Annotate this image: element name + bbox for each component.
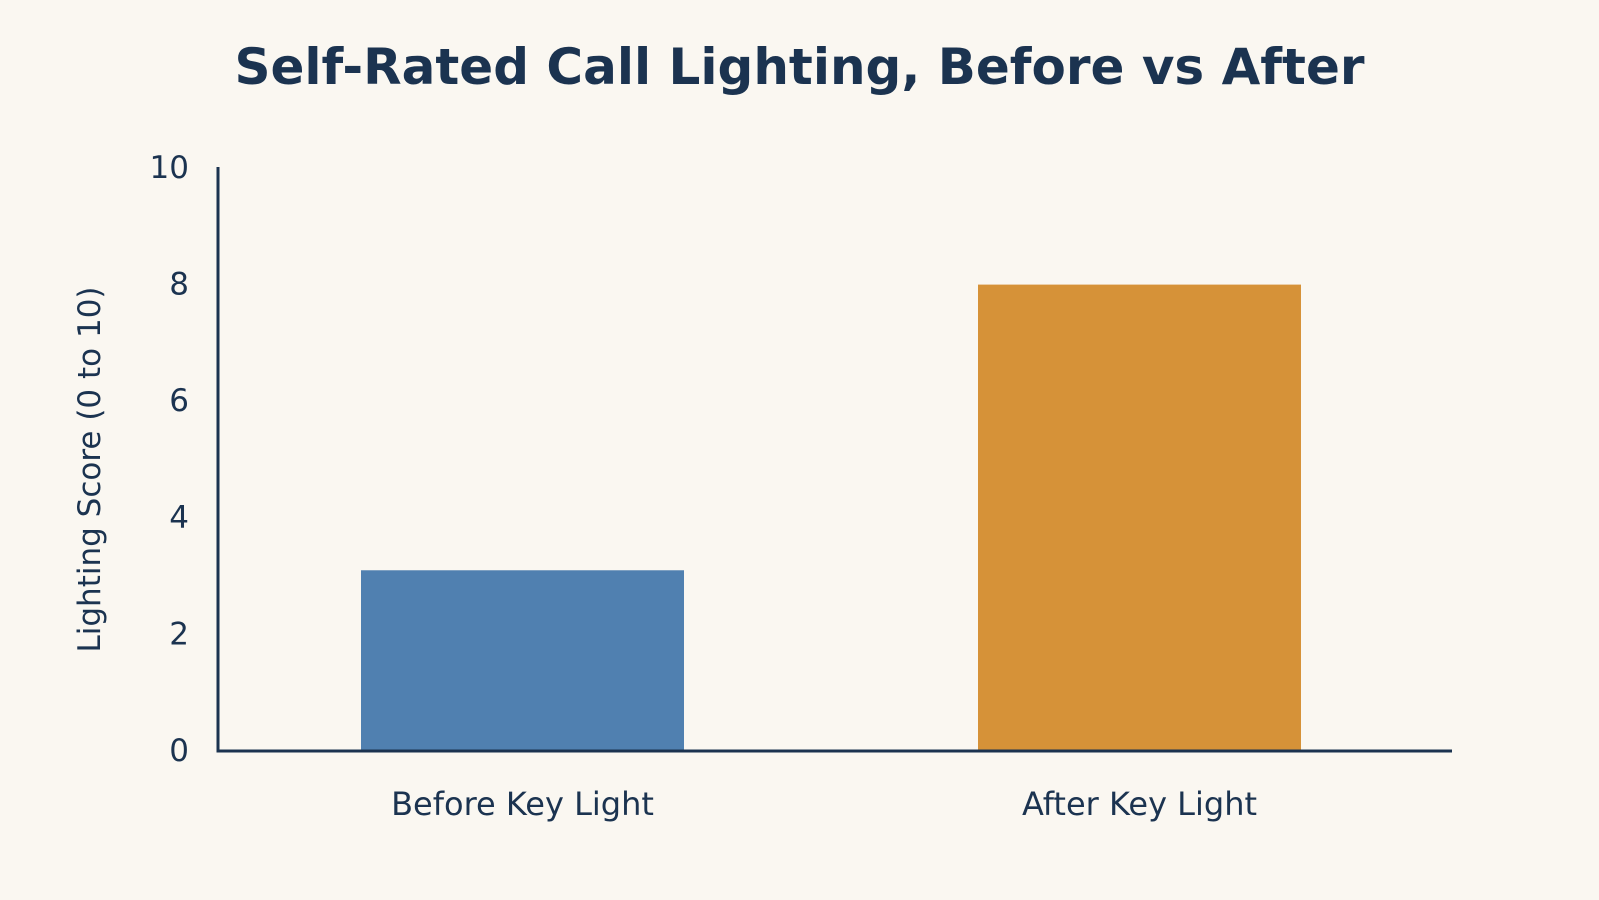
- y-axis-title: Lighting Score (0 to 10): [72, 286, 108, 652]
- y-tick-label: 4: [169, 500, 189, 536]
- y-tick-label: 8: [169, 267, 189, 303]
- y-tick-label: 6: [169, 383, 189, 419]
- bar-1: [361, 570, 684, 750]
- bar-2: [978, 284, 1301, 750]
- bars: [361, 284, 1301, 750]
- y-tick-label: 0: [169, 733, 189, 769]
- x-axis-category-labels: Before Key Light After Key Light: [391, 785, 1257, 823]
- x-category-label: After Key Light: [1022, 785, 1257, 823]
- y-tick-label: 2: [169, 616, 189, 652]
- y-tick-label: 10: [150, 150, 189, 186]
- y-axis-ticks: 0 2 4 6 8 10: [150, 150, 189, 769]
- x-category-label: Before Key Light: [391, 785, 654, 823]
- chart-title: Self-Rated Call Lighting, Before vs Afte…: [234, 38, 1365, 96]
